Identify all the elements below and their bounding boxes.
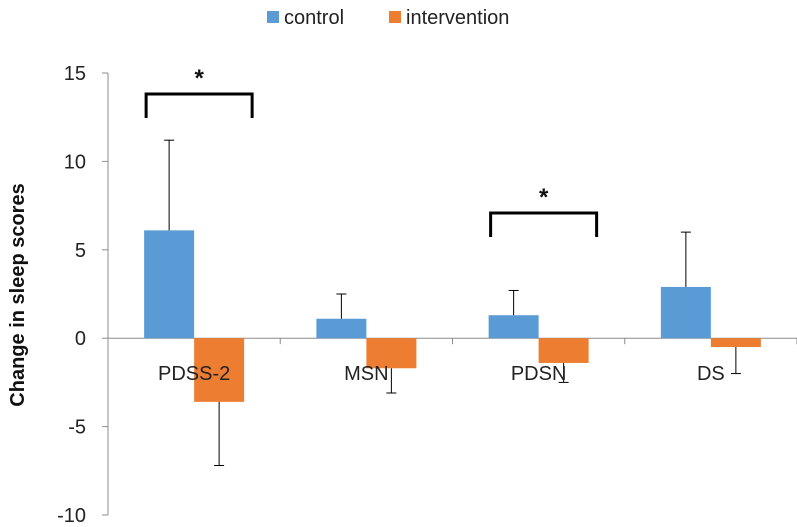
- category-label: MSN: [344, 363, 388, 385]
- bar-intervention-PDSN: [538, 338, 589, 363]
- y-tick-label: -10: [57, 505, 86, 527]
- bar-control-MSN: [316, 318, 367, 339]
- category-labels: PDSS-2 MSN PDSN DS: [158, 363, 725, 385]
- legend-swatch-control: [267, 11, 279, 23]
- legend: control intervention: [267, 7, 509, 29]
- significance-bracket: [144, 92, 254, 118]
- y-axis: 15 10 5 0 -5 -10: [57, 63, 109, 527]
- significance-markers: **: [144, 65, 599, 237]
- bar-intervention-PDSS-2: [194, 338, 245, 402]
- y-axis-label: Change in sleep scores: [7, 183, 29, 406]
- category-label: PDSS-2: [158, 363, 230, 385]
- significance-star: *: [539, 184, 549, 211]
- category-label: DS: [697, 363, 725, 385]
- significance-bracket: [489, 211, 599, 237]
- bar-intervention-DS: [710, 338, 761, 348]
- category-label: PDSN: [511, 363, 567, 385]
- legend-label-intervention: intervention: [406, 7, 509, 29]
- significance-star: *: [194, 65, 204, 92]
- bar-intervention-MSN: [366, 338, 417, 369]
- bar-control-PDSN: [488, 315, 539, 339]
- y-tick-label: -5: [68, 417, 86, 439]
- legend-swatch-intervention: [389, 11, 401, 23]
- bars: [144, 230, 761, 402]
- y-tick-label: 15: [64, 63, 86, 85]
- legend-label-control: control: [284, 7, 344, 29]
- y-tick-label: 0: [75, 328, 86, 350]
- bar-control-PDSS-2: [144, 230, 195, 339]
- y-tick-label: 5: [75, 240, 86, 262]
- bar-control-DS: [660, 286, 711, 339]
- y-tick-label: 10: [64, 151, 86, 173]
- error-bars: [164, 139, 741, 466]
